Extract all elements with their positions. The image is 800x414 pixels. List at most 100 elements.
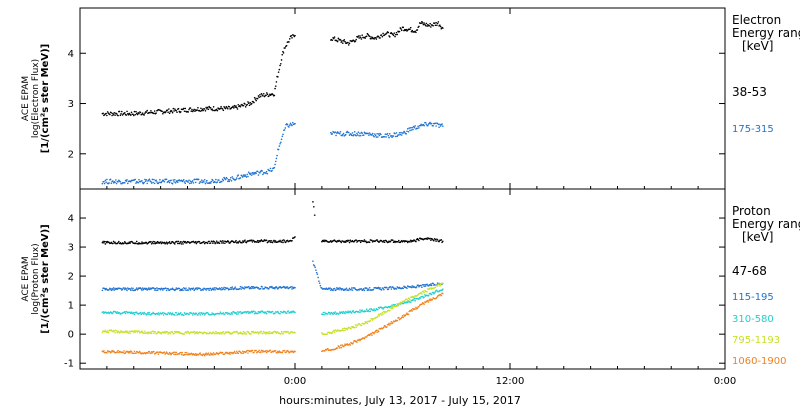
data-point <box>123 240 126 243</box>
data-point <box>424 121 427 124</box>
data-point <box>391 304 393 306</box>
data-point <box>389 133 391 135</box>
data-point <box>165 178 168 181</box>
data-point <box>323 239 325 241</box>
data-point <box>215 330 217 333</box>
data-point <box>387 134 390 137</box>
data-point <box>159 178 161 181</box>
y-tick-label: 4 <box>68 214 74 225</box>
data-point <box>124 312 127 315</box>
data-point <box>336 40 339 43</box>
data-point <box>275 285 278 288</box>
data-point <box>135 352 137 354</box>
data-point <box>194 332 196 335</box>
data-point <box>168 289 171 292</box>
data-point <box>432 124 434 127</box>
data-point <box>343 327 346 329</box>
data-point <box>384 133 387 135</box>
data-point <box>163 351 166 353</box>
data-point <box>221 180 223 183</box>
data-point <box>144 330 146 333</box>
data-point <box>433 239 435 242</box>
data-point <box>336 241 338 243</box>
data-point <box>274 350 277 352</box>
data-point <box>366 322 369 325</box>
data-point <box>165 351 168 353</box>
data-point <box>135 287 138 289</box>
y-tick-label: 2 <box>68 149 74 160</box>
data-point <box>242 352 245 354</box>
data-point <box>203 354 206 357</box>
data-point <box>211 108 213 110</box>
data-point <box>152 330 154 333</box>
data-point <box>256 331 259 333</box>
data-point <box>424 294 426 296</box>
data-point <box>117 241 119 244</box>
data-point <box>101 241 104 244</box>
data-point <box>197 106 199 109</box>
data-point <box>171 111 174 114</box>
data-point <box>407 130 410 133</box>
data-point <box>402 316 405 319</box>
data-point <box>126 330 128 333</box>
data-point <box>415 286 418 288</box>
data-point <box>389 36 391 38</box>
data-point <box>260 92 263 95</box>
data-point <box>169 352 172 355</box>
data-point <box>219 107 222 110</box>
data-point <box>361 34 363 36</box>
data-point <box>129 288 131 290</box>
data-point <box>165 287 167 289</box>
data-point <box>181 351 184 354</box>
data-point <box>103 240 106 243</box>
data-point <box>364 37 366 39</box>
data-point <box>172 179 175 181</box>
data-point <box>278 350 281 352</box>
data-point <box>409 298 411 301</box>
data-point <box>198 312 201 314</box>
data-point <box>344 289 347 291</box>
data-point <box>114 331 116 334</box>
data-point <box>257 350 260 353</box>
data-point <box>287 331 290 333</box>
data-point <box>322 311 325 314</box>
data-point <box>283 349 286 352</box>
data-point <box>132 287 134 290</box>
data-point <box>208 332 210 335</box>
data-point <box>165 289 168 292</box>
data-point <box>330 239 332 242</box>
data-point <box>342 132 345 135</box>
data-point <box>162 289 164 291</box>
data-point <box>436 22 439 25</box>
data-point <box>189 107 192 109</box>
data-point <box>359 132 361 135</box>
data-point <box>175 109 178 112</box>
data-point <box>114 241 116 244</box>
data-point <box>265 333 267 335</box>
data-point <box>260 349 263 352</box>
data-point <box>251 349 254 352</box>
data-point <box>253 310 255 313</box>
data-point <box>423 285 425 288</box>
data-point <box>129 242 131 244</box>
data-point <box>424 301 427 304</box>
data-point <box>134 331 137 333</box>
data-point <box>241 333 244 335</box>
legend-item: 175-315 <box>732 124 774 135</box>
data-point <box>360 38 363 40</box>
data-point <box>347 240 350 242</box>
data-point <box>265 239 268 242</box>
data-point <box>332 313 334 315</box>
data-point <box>129 332 131 334</box>
data-point <box>181 241 184 243</box>
data-point <box>344 40 346 43</box>
data-point <box>140 242 143 245</box>
data-point <box>363 322 366 325</box>
data-point <box>153 112 155 115</box>
data-point <box>106 178 108 181</box>
data-point <box>277 148 280 151</box>
data-point <box>235 178 237 181</box>
data-point <box>168 181 171 184</box>
data-point <box>231 286 234 288</box>
data-point <box>282 332 284 335</box>
